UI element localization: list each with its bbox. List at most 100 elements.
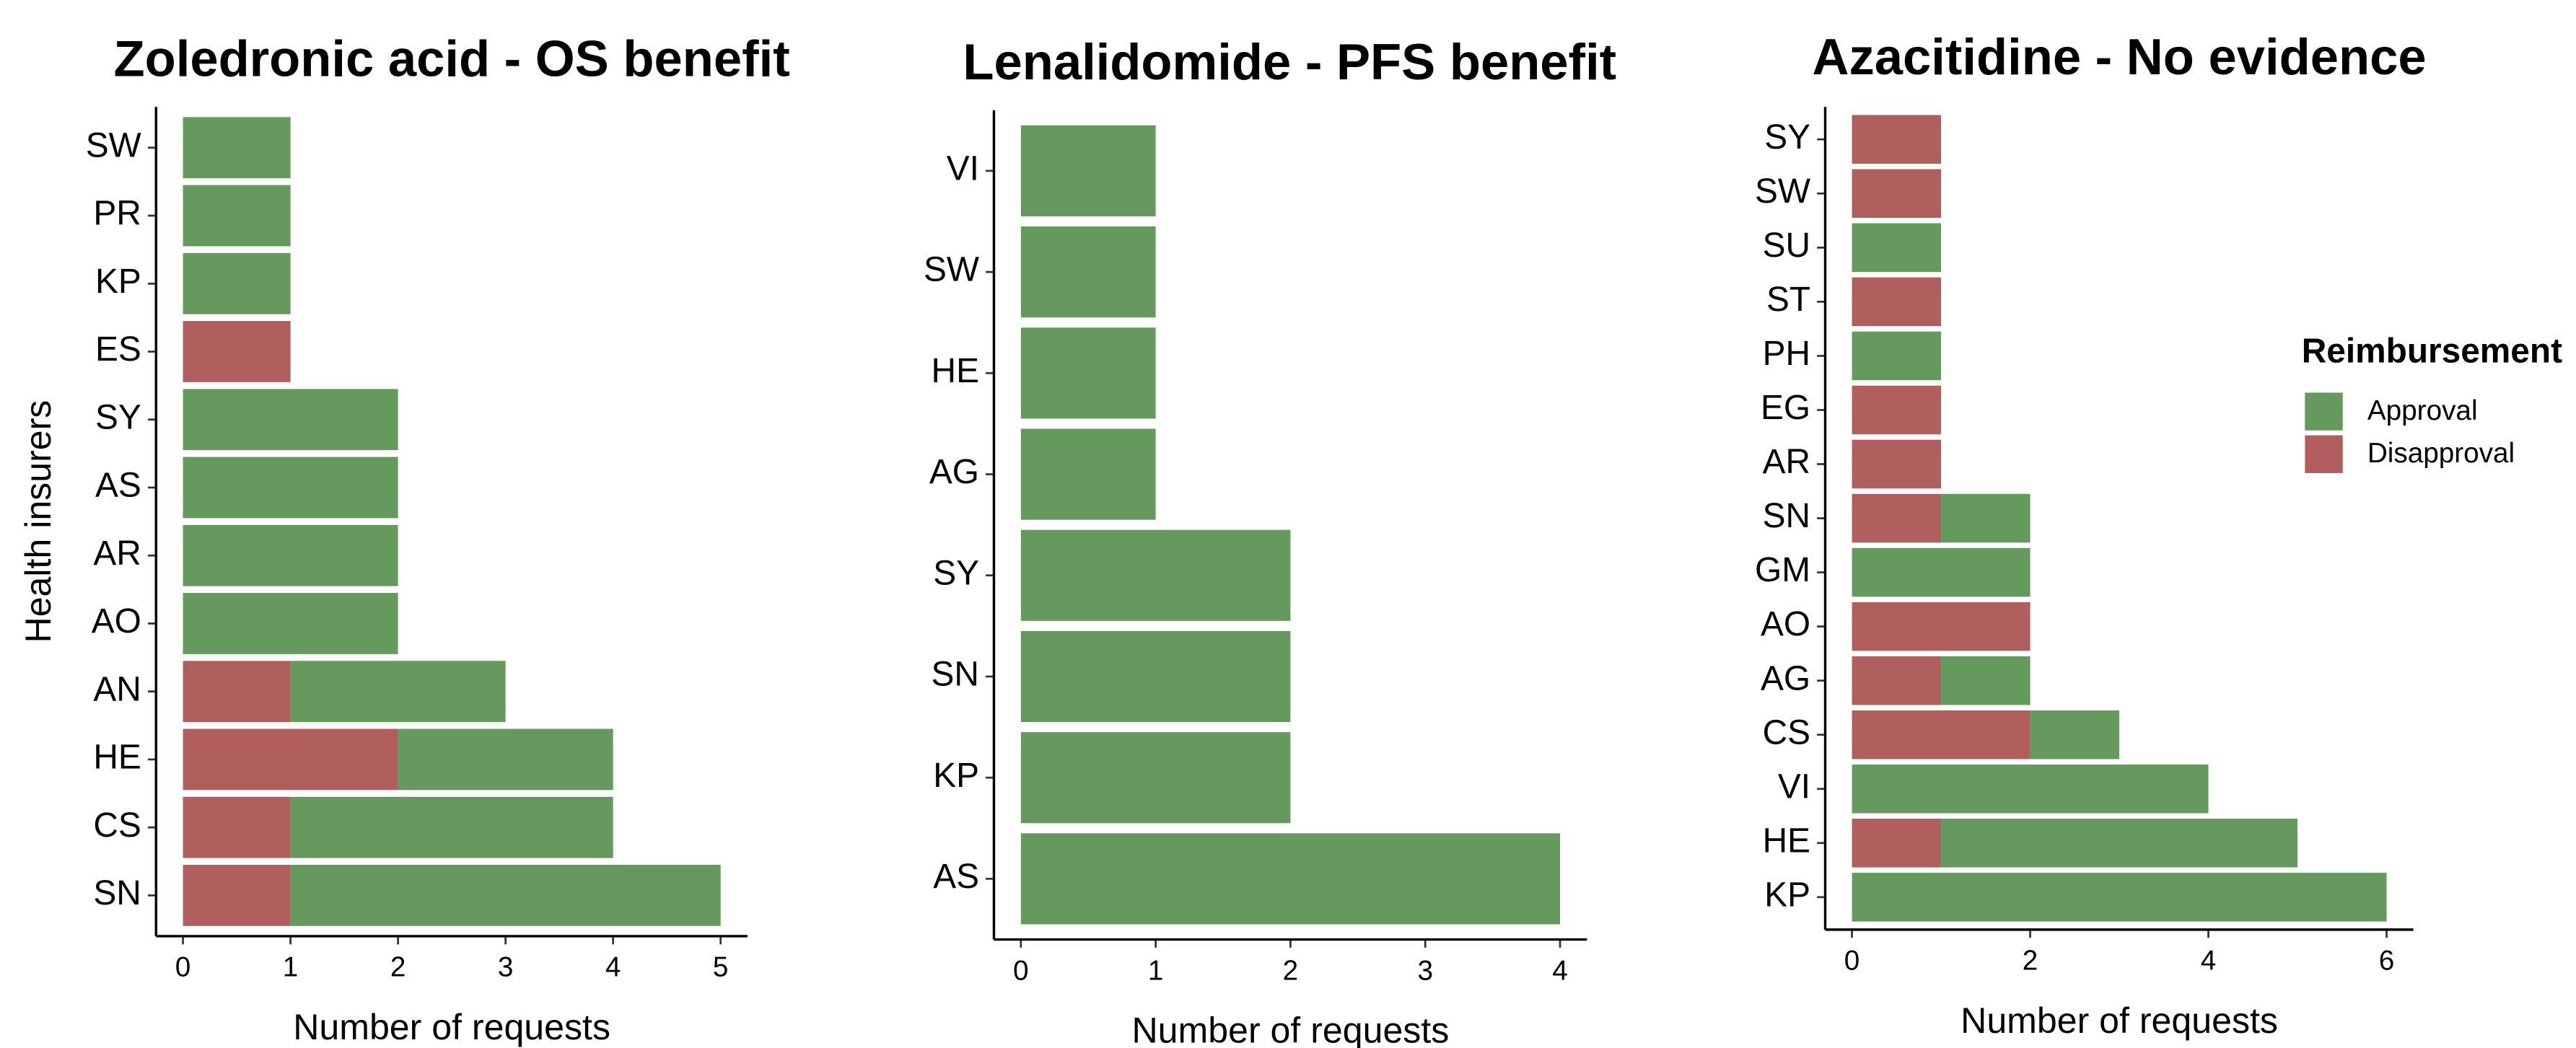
bar	[183, 728, 398, 791]
chart-title: Azacitidine - No evidence	[1813, 28, 2427, 85]
x-tick-label: 2	[2023, 946, 2038, 977]
bar	[1852, 277, 1942, 327]
y-tick-label: SY	[933, 554, 979, 592]
bar	[2030, 710, 2120, 759]
bar	[1852, 547, 2030, 597]
bar	[398, 728, 613, 791]
legend-title: Reimbursement	[2302, 332, 2562, 370]
bar	[1852, 819, 1942, 868]
y-tick-label: SN	[93, 874, 141, 912]
bar	[1852, 656, 1942, 705]
bar	[1020, 529, 1291, 621]
x-tick-label: 4	[2201, 946, 2217, 977]
y-tick-label: VI	[947, 150, 979, 188]
y-tick-label: AR	[93, 534, 141, 573]
bar	[183, 661, 291, 723]
x-tick-label: 0	[1013, 955, 1029, 986]
x-axis-label: Number of requests	[293, 1007, 610, 1047]
y-tick-label: KP	[1764, 876, 1810, 914]
y-tick-label: AG	[1761, 659, 1810, 697]
bar	[1852, 223, 1942, 273]
x-axis-label: Number of requests	[1961, 1000, 2278, 1041]
y-tick-label: ES	[95, 330, 141, 369]
y-tick-label: PR	[93, 195, 141, 233]
y-tick-label: AR	[1763, 443, 1810, 481]
x-axis-label: Number of requests	[1132, 1010, 1450, 1048]
x-tick-label: 1	[283, 952, 299, 983]
y-tick-label: SN	[1763, 497, 1810, 535]
y-tick-label: SY	[95, 398, 141, 436]
bar	[1852, 710, 2030, 759]
bar	[290, 865, 721, 926]
bar	[290, 661, 506, 723]
bar	[183, 117, 291, 179]
y-tick-label: AG	[929, 453, 979, 491]
x-tick-label: 3	[498, 952, 514, 983]
y-tick-label: EG	[1761, 389, 1810, 427]
y-tick-label: VI	[1778, 767, 1810, 806]
bar	[1020, 226, 1156, 318]
x-tick-label: 3	[1417, 955, 1433, 986]
y-tick-label: KP	[933, 757, 979, 795]
y-tick-label: AS	[933, 858, 979, 896]
bar	[1852, 331, 1942, 381]
bar	[1852, 873, 2387, 922]
bar	[183, 321, 291, 382]
bar	[183, 185, 291, 247]
bar	[1020, 327, 1156, 419]
bar	[183, 593, 398, 654]
y-tick-label: AN	[93, 670, 141, 708]
bar	[1852, 439, 1942, 489]
y-tick-label: HE	[93, 739, 141, 777]
x-tick-label: 4	[1552, 955, 1568, 986]
bar	[1020, 428, 1156, 520]
y-tick-label: GM	[1755, 551, 1810, 589]
x-tick-label: 0	[175, 952, 191, 983]
x-tick-label: 5	[713, 952, 729, 983]
y-tick-label: AO	[92, 602, 141, 640]
y-tick-label: ST	[1766, 281, 1810, 319]
bar	[183, 457, 398, 519]
bar	[1852, 169, 1942, 219]
x-tick-label: 2	[390, 952, 406, 983]
bar	[1852, 493, 1942, 543]
x-tick-label: 6	[2379, 946, 2395, 977]
bar	[1941, 656, 2030, 705]
chart-title: Lenalidomide - PFS benefit	[963, 33, 1616, 90]
y-tick-label: SW	[1755, 172, 1810, 211]
bar	[1852, 764, 2209, 814]
y-tick-label: KP	[95, 263, 141, 301]
y-tick-label: SY	[1764, 118, 1810, 157]
y-tick-label: SU	[1763, 226, 1810, 265]
legend-label: Approval	[2367, 395, 2478, 426]
y-tick-label: SW	[924, 251, 979, 289]
y-tick-label: AS	[95, 467, 141, 505]
bar	[1020, 125, 1156, 216]
x-tick-label: 4	[605, 952, 621, 983]
x-tick-label: 1	[1148, 955, 1164, 986]
legend-key	[2305, 435, 2343, 473]
y-axis-label: Health insurers	[18, 400, 58, 643]
chart-title: Zoledronic acid - OS benefit	[113, 30, 789, 87]
bar	[290, 796, 613, 858]
y-tick-label: PH	[1763, 335, 1810, 373]
bar	[183, 796, 291, 858]
bar	[1852, 385, 1942, 435]
y-tick-label: CS	[93, 806, 141, 845]
y-tick-label: CS	[1763, 713, 1810, 752]
bar	[183, 865, 291, 926]
y-tick-label: HE	[932, 352, 979, 390]
bar	[1941, 493, 2030, 543]
legend-label: Disapproval	[2367, 438, 2515, 469]
x-tick-label: 2	[1283, 955, 1299, 986]
bar	[1941, 819, 2298, 868]
bar	[183, 389, 398, 451]
legend-key	[2305, 392, 2343, 431]
bar	[183, 524, 398, 586]
y-tick-label: SN	[932, 656, 979, 694]
y-tick-label: HE	[1763, 822, 1810, 860]
y-tick-label: SW	[86, 126, 141, 164]
y-tick-label: AO	[1761, 605, 1810, 643]
